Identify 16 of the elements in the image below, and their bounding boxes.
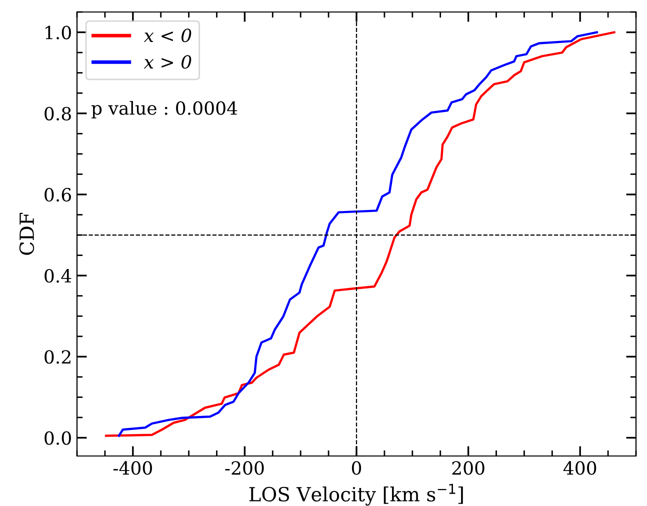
y-tick-label: 0.2 [44, 350, 70, 364]
annotation: p value : 0.0004 [91, 100, 238, 118]
x-axis-title: LOS Velocity [km s$^{−1}$] [249, 484, 463, 506]
y-tick-label: 0.0 [44, 431, 71, 445]
y-tick-label: 0.4 [44, 269, 72, 283]
x-tick-label: 0 [352, 461, 362, 475]
y-tick-label: 0.8 [44, 106, 71, 120]
x-tick-label: -400 [113, 461, 152, 475]
y-tick-label: 0.6 [44, 188, 72, 202]
legend-label: x > 0 [144, 55, 192, 69]
x-tick-label: 400 [563, 461, 596, 475]
y-tick-label: 1.0 [46, 26, 71, 40]
legend-label: x < 0 [144, 28, 192, 42]
x-tick-label: -200 [225, 461, 264, 475]
y-axis-title: CDF [19, 212, 34, 255]
x-tick-label: 200 [452, 461, 484, 475]
